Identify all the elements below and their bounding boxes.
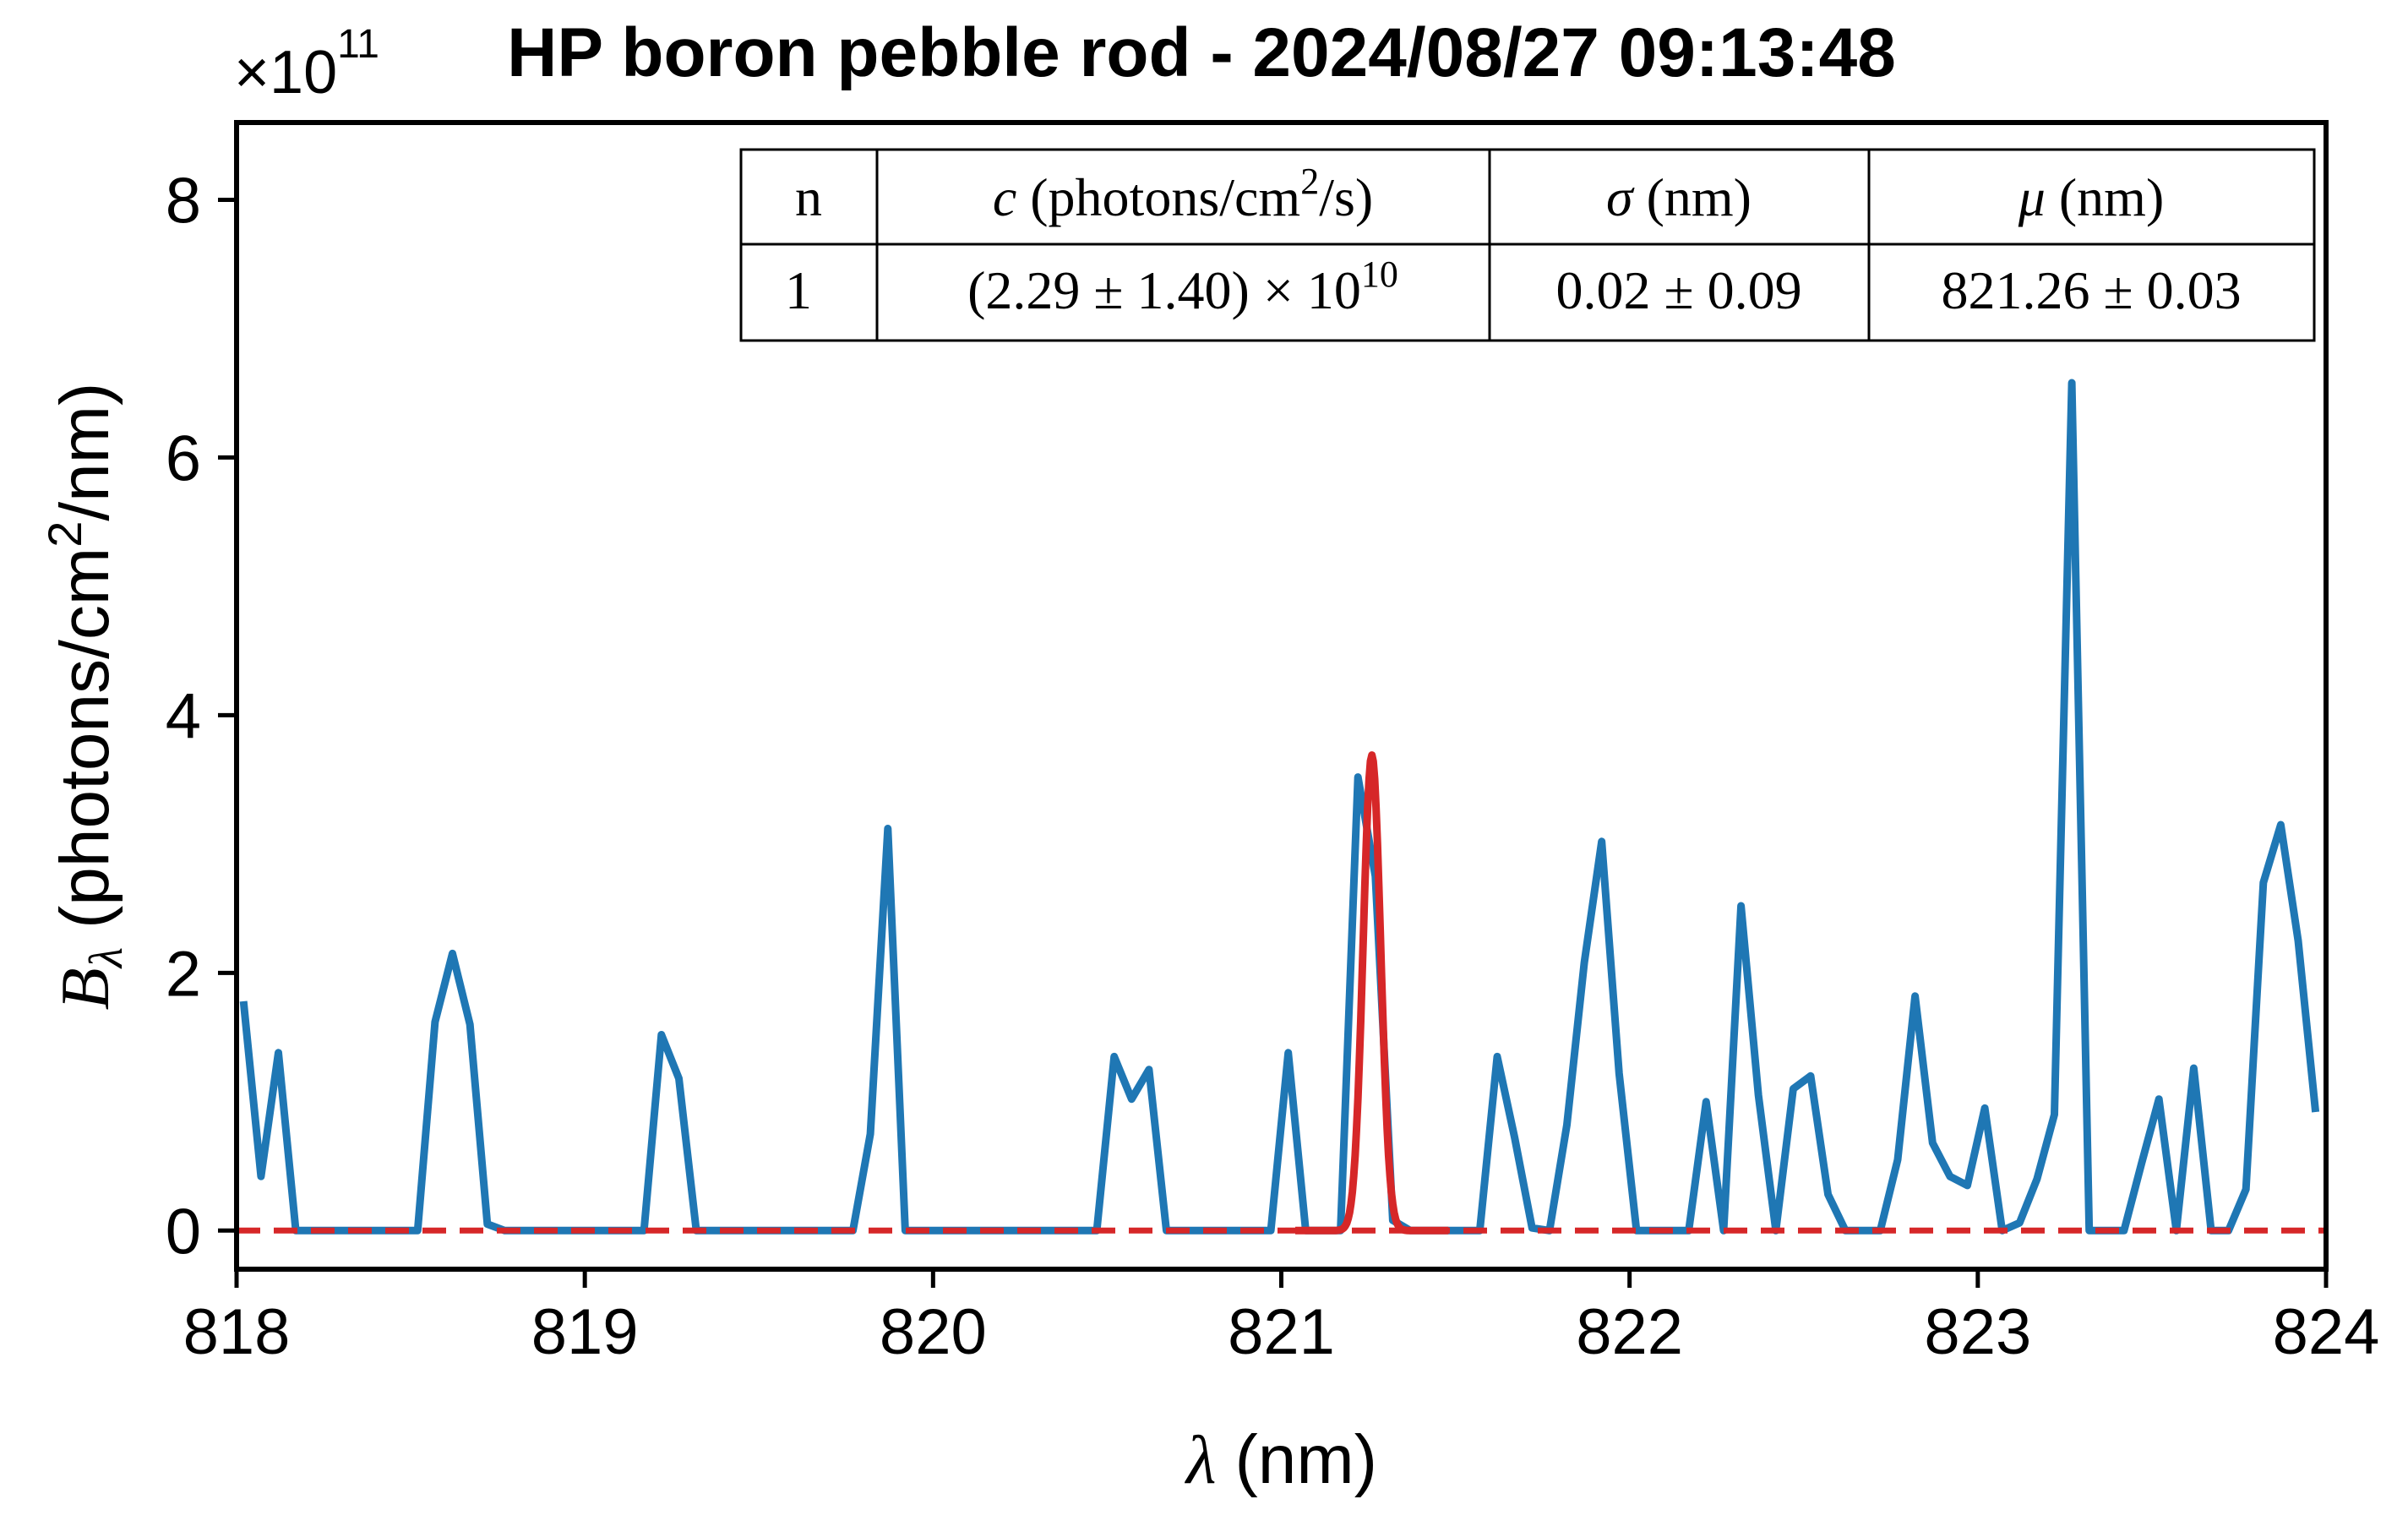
x-axis-label: λ (nm) xyxy=(1185,1421,1377,1498)
gaussian-fit-line xyxy=(1293,751,1452,1235)
x-tick-label: 823 xyxy=(1924,1296,2031,1368)
x-tick-label: 821 xyxy=(1228,1296,1335,1368)
table-header-sigma: σ (nm) xyxy=(1606,167,1752,227)
table-cell-n: 1 xyxy=(785,260,812,320)
x-tick-label: 820 xyxy=(880,1296,987,1368)
table-header-n: n xyxy=(795,167,822,227)
y-axis-label: Bλ(photons/cm2/nm) xyxy=(38,383,133,1011)
table-cell-c: (2.29 ± 1.40) × 1010 xyxy=(967,254,1398,320)
chart-title: HP boron pebble rod - 2024/08/27 09:13:4… xyxy=(507,14,1896,91)
table-header-c: c (photons/cm2/s) xyxy=(993,161,1373,227)
table-header-mu: μ (nm) xyxy=(2018,167,2165,227)
x-tick-label: 818 xyxy=(183,1296,291,1368)
x-axis-ticks: 818 819 820 821 822 823 824 xyxy=(183,1269,2380,1368)
y-scale-factor: ×1011 xyxy=(234,22,379,106)
fit-parameters-table: n c (photons/cm2/s) σ (nm) μ (nm) 1 (2.2… xyxy=(739,148,2316,342)
y-tick-label: 2 xyxy=(166,938,201,1010)
table-cell-sigma: 0.02 ± 0.09 xyxy=(1555,260,1801,320)
x-tick-label: 822 xyxy=(1576,1296,1683,1368)
y-axis-ticks: 0 2 4 6 8 xyxy=(166,165,237,1268)
x-tick-label: 824 xyxy=(2273,1296,2380,1368)
y-tick-label: 4 xyxy=(166,680,201,752)
plot-area xyxy=(237,379,2326,1235)
x-tick-label: 819 xyxy=(531,1296,639,1368)
table-cell-mu: 821.26 ± 0.03 xyxy=(1941,260,2241,320)
spectrum-line xyxy=(239,379,2320,1235)
y-tick-label: 0 xyxy=(166,1196,201,1268)
y-tick-label: 8 xyxy=(166,165,201,237)
y-tick-label: 6 xyxy=(166,422,201,494)
